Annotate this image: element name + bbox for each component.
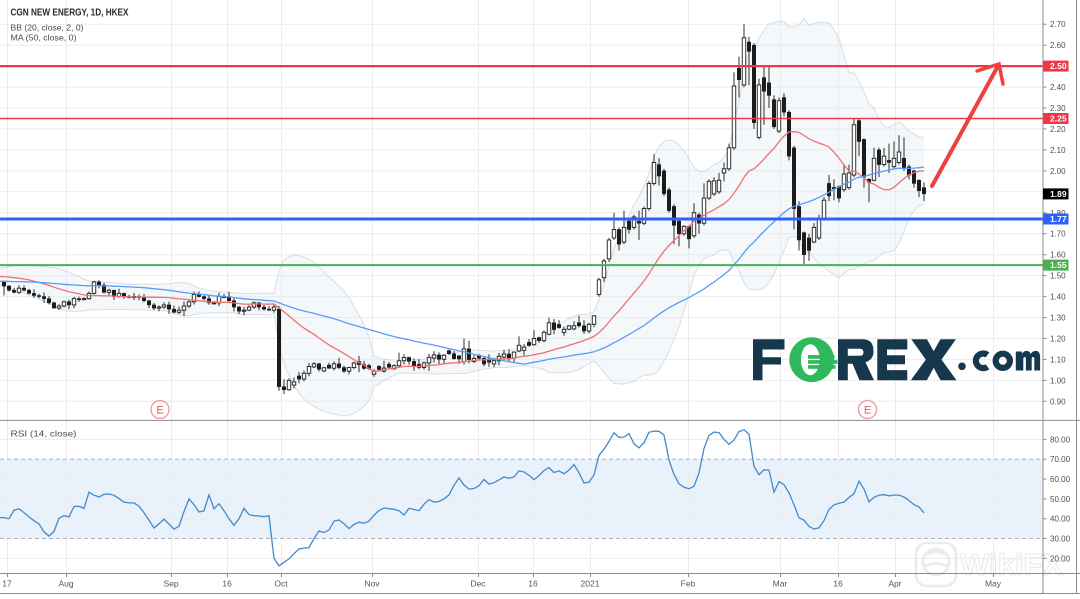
svg-text:1.55: 1.55 (1050, 260, 1067, 270)
svg-text:2.40: 2.40 (1050, 83, 1066, 92)
svg-text:Oct: Oct (274, 579, 288, 589)
svg-text:50.00: 50.00 (1050, 495, 1071, 504)
svg-text:2021: 2021 (581, 579, 600, 589)
svg-text:1.00: 1.00 (1050, 376, 1066, 385)
svg-text:1.80: 1.80 (1050, 209, 1066, 218)
svg-text:16: 16 (833, 579, 843, 589)
svg-text:Apr: Apr (888, 579, 901, 589)
svg-text:20.00: 20.00 (1050, 554, 1071, 563)
svg-text:80.00: 80.00 (1050, 435, 1071, 444)
svg-text:2.70: 2.70 (1050, 20, 1066, 29)
svg-text:1.30: 1.30 (1050, 314, 1066, 323)
svg-text:RSI (14, close): RSI (14, close) (11, 429, 77, 439)
svg-text:BB (20, close, 2, 0): BB (20, close, 2, 0) (11, 22, 84, 32)
svg-text:17: 17 (2, 579, 12, 589)
svg-text:16: 16 (222, 579, 232, 589)
svg-text:2.50: 2.50 (1050, 61, 1067, 71)
svg-text:1.10: 1.10 (1050, 355, 1066, 364)
svg-text:1.50: 1.50 (1050, 272, 1066, 281)
svg-text:30.00: 30.00 (1050, 535, 1071, 544)
svg-text:2.30: 2.30 (1050, 104, 1066, 113)
svg-text:Nov: Nov (364, 579, 380, 589)
svg-text:1.89: 1.89 (1050, 189, 1067, 199)
svg-text:Aug: Aug (58, 579, 73, 589)
svg-text:CGN NEW ENERGY, 1D, HKEX: CGN NEW ENERGY, 1D, HKEX (11, 7, 129, 18)
svg-text:Mar: Mar (773, 579, 788, 589)
svg-text:2.20: 2.20 (1050, 125, 1066, 134)
svg-text:0.90: 0.90 (1050, 397, 1066, 406)
svg-text:1.60: 1.60 (1050, 251, 1066, 260)
svg-text:1.70: 1.70 (1050, 230, 1066, 239)
svg-text:60.00: 60.00 (1050, 475, 1071, 484)
svg-text:WikiFX: WikiFX (960, 547, 1063, 582)
svg-text:Sep: Sep (163, 579, 178, 589)
svg-text:16: 16 (528, 579, 538, 589)
svg-text:May: May (985, 579, 1002, 589)
svg-text:1.40: 1.40 (1050, 293, 1066, 302)
svg-text:1.20: 1.20 (1050, 335, 1066, 344)
svg-text:2.00: 2.00 (1050, 167, 1066, 176)
svg-text:70.00: 70.00 (1050, 455, 1071, 464)
svg-text:2.25: 2.25 (1050, 114, 1067, 124)
svg-text:1.77: 1.77 (1050, 214, 1067, 224)
svg-text:Dec: Dec (470, 579, 486, 589)
svg-text:E: E (156, 405, 163, 417)
svg-text:40.00: 40.00 (1050, 515, 1071, 524)
svg-text:MA (50, close, 0): MA (50, close, 0) (11, 33, 77, 43)
svg-text:2.60: 2.60 (1050, 41, 1066, 50)
svg-text:2.10: 2.10 (1050, 146, 1066, 155)
svg-text:Feb: Feb (681, 579, 696, 589)
svg-text:E: E (864, 405, 871, 417)
